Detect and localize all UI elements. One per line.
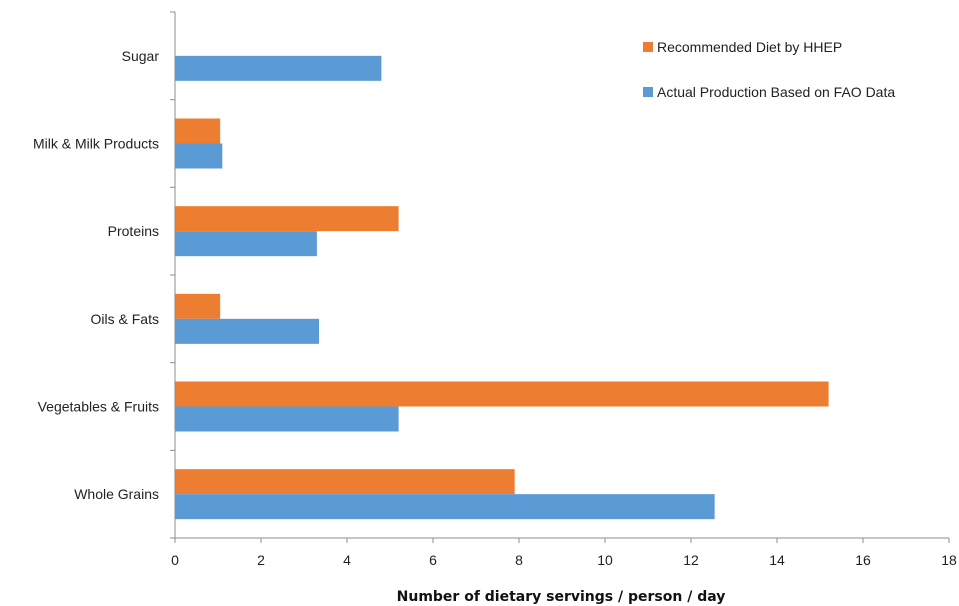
x-tick-label: 12	[683, 552, 699, 568]
legend-label-actual: Actual Production Based on FAO Data	[657, 84, 895, 100]
category-label: Sugar	[122, 48, 160, 64]
bar-actual-2	[175, 318, 320, 344]
x-tick-label: 4	[343, 552, 351, 568]
bar-recommended-0	[175, 469, 515, 495]
bar-actual-0	[175, 494, 715, 520]
bar-recommended-2	[175, 293, 221, 319]
x-tick-label: 18	[941, 552, 957, 568]
legend-swatch-recommended	[643, 42, 653, 52]
category-label: Oils & Fats	[91, 311, 159, 327]
x-tick-label: 10	[597, 552, 613, 568]
x-axis-label: Number of dietary servings / person / da…	[397, 589, 726, 605]
bars-group	[175, 55, 829, 520]
bar-actual-5	[175, 55, 382, 81]
axes-group	[170, 11, 950, 543]
bar-recommended-3	[175, 206, 399, 232]
bar-recommended-1	[175, 381, 829, 407]
x-tick-labels: 0 2 4 6 8 10 12 14 16 18	[171, 552, 957, 568]
category-label: Vegetables & Fruits	[38, 399, 159, 415]
legend: Recommended Diet by HHEP Actual Productio…	[643, 39, 895, 100]
category-label: Proteins	[108, 223, 159, 239]
category-label: Whole Grains	[74, 486, 159, 502]
legend-swatch-actual	[643, 87, 653, 97]
x-tick-label: 16	[855, 552, 871, 568]
category-labels: Whole Grains Vegetables & Fruits Oils & Fa…	[33, 48, 159, 502]
x-tick-label: 14	[769, 552, 785, 568]
x-tick-label: 8	[515, 552, 523, 568]
x-tick-label: 2	[257, 552, 265, 568]
x-tick-label: 0	[171, 552, 179, 568]
category-label: Milk & Milk Products	[33, 136, 159, 152]
bar-actual-4	[175, 143, 223, 169]
bar-actual-3	[175, 231, 317, 257]
bar-actual-1	[175, 406, 399, 432]
legend-label-recommended: Recommended Diet by HHEP	[657, 39, 842, 55]
x-tick-label: 6	[429, 552, 437, 568]
bar-recommended-4	[175, 118, 221, 144]
